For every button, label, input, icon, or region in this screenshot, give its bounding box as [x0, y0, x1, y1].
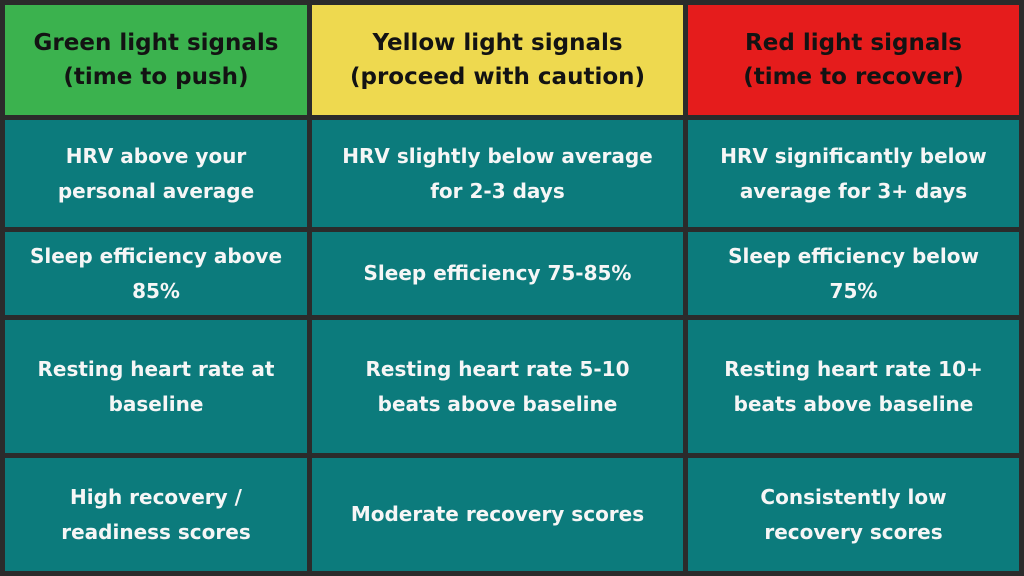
cell-recovery-scores-green: High recovery / readiness scores — [5, 458, 307, 571]
header-green-light-signals: Green light signals (time to push) — [5, 5, 307, 115]
cell-sleep-efficiency-yellow: Sleep efficiency 75-85% — [312, 232, 683, 315]
cell-sleep-efficiency-green: Sleep efficiency above 85% — [5, 232, 307, 315]
header-red-light-signals: Red light signals (time to recover) — [688, 5, 1019, 115]
cell-hrv-green: HRV above your personal average — [5, 120, 307, 227]
header-yellow-light-signals: Yellow light signals (proceed with cauti… — [312, 5, 683, 115]
cell-resting-heart-rate-green: Resting heart rate at baseline — [5, 320, 307, 453]
cell-recovery-scores-red: Consistently low recovery scores — [688, 458, 1019, 571]
cell-sleep-efficiency-red: Sleep efficiency below 75% — [688, 232, 1019, 315]
cell-resting-heart-rate-red: Resting heart rate 10+ beats above basel… — [688, 320, 1019, 453]
cell-hrv-yellow: HRV slightly below average for 2-3 days — [312, 120, 683, 227]
cell-recovery-scores-yellow: Moderate recovery scores — [312, 458, 683, 571]
cell-hrv-red: HRV significantly below average for 3+ d… — [688, 120, 1019, 227]
cell-resting-heart-rate-yellow: Resting heart rate 5-10 beats above base… — [312, 320, 683, 453]
